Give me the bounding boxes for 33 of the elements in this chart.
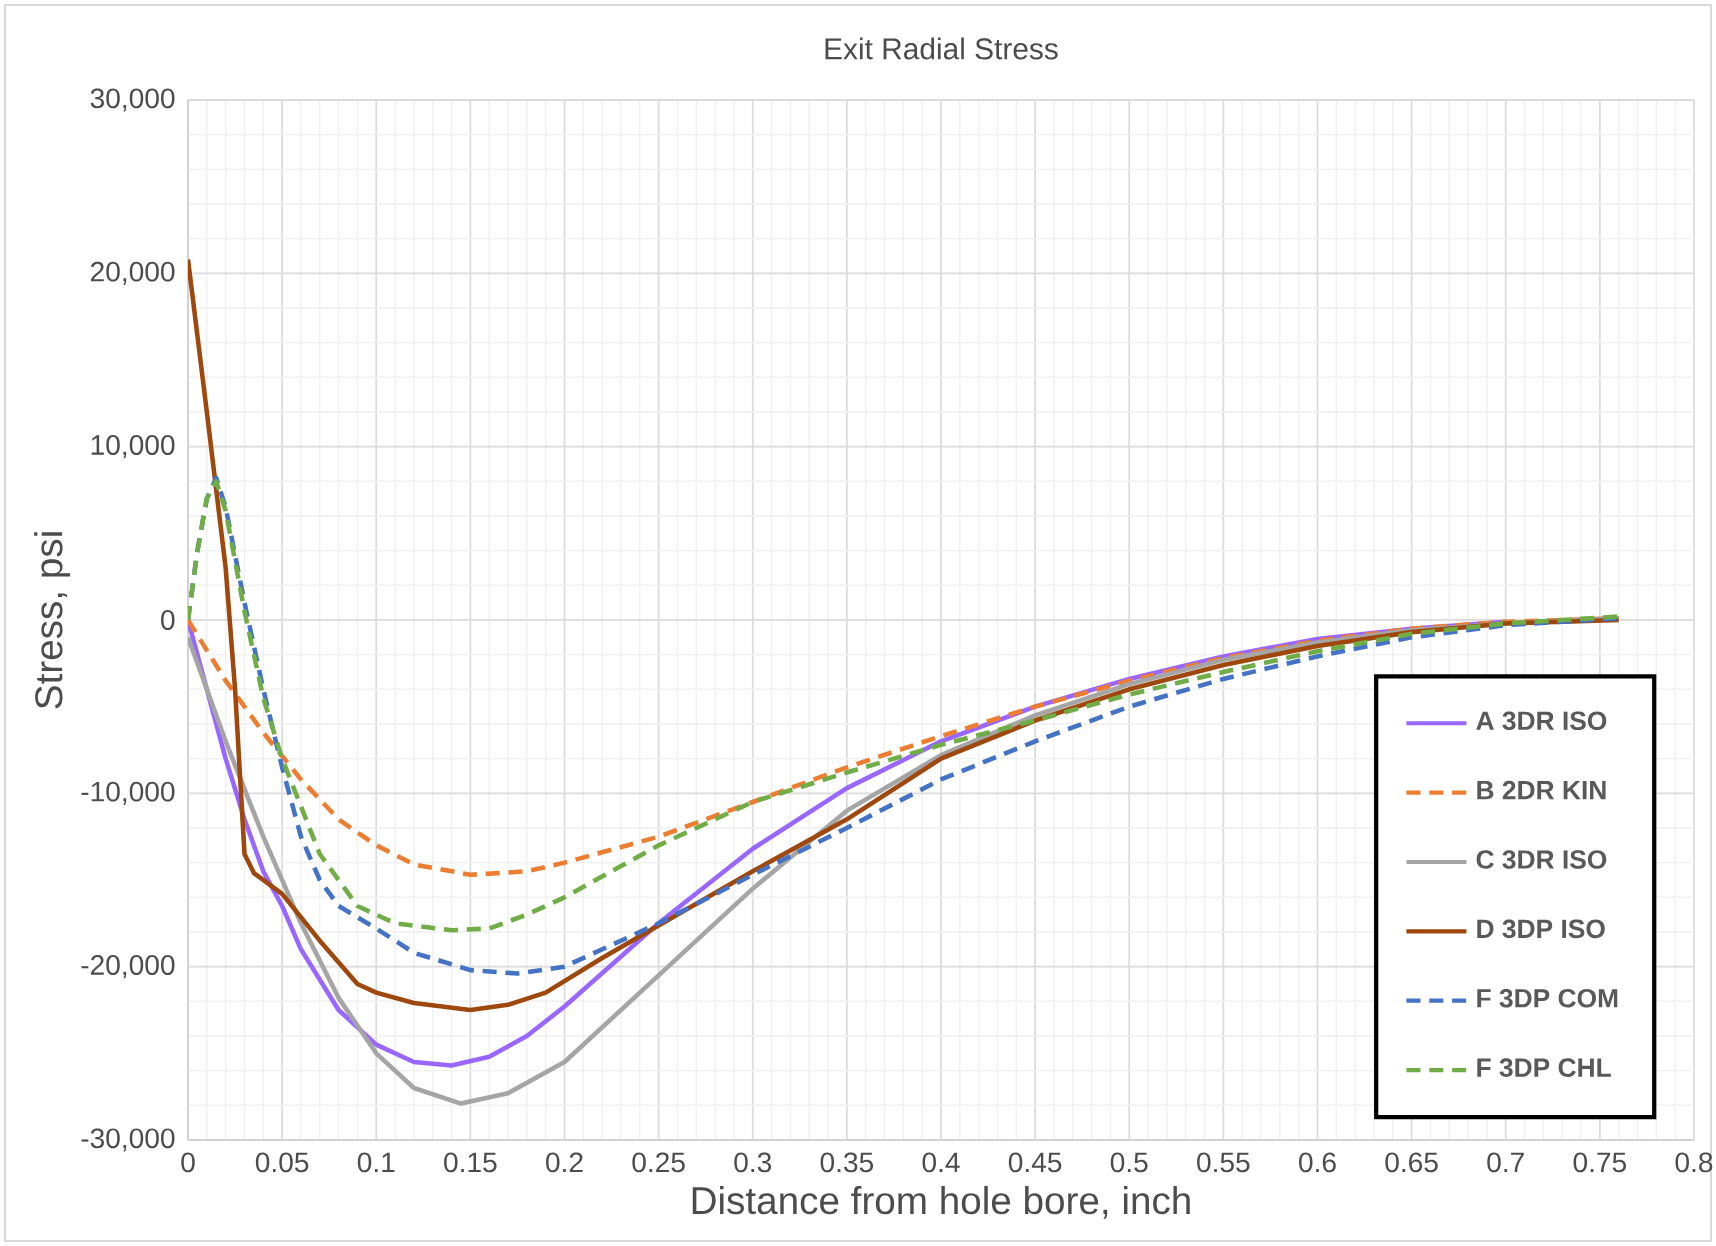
- legend-label: F 3DP CHL: [1477, 1058, 1611, 1077]
- x-tick-label: 0.3: [734, 1152, 772, 1173]
- x-tick-label: 0.75: [1573, 1152, 1627, 1173]
- chart-title: Exit Radial Stress: [825, 37, 1058, 60]
- x-tick-label: 0.6: [1299, 1152, 1336, 1173]
- legend-label: C 3DR ISO: [1476, 850, 1607, 869]
- x-tick-label: 0.35: [820, 1152, 874, 1173]
- x-tick-label: 0.15: [444, 1152, 497, 1173]
- legend-label: B 2DR KIN: [1477, 780, 1606, 800]
- y-axis-title: Stress, psi: [34, 532, 71, 709]
- y-tick-label: -10,000: [81, 781, 175, 805]
- x-tick-label: 0.05: [255, 1152, 309, 1173]
- legend-label: A 3DR ISO: [1476, 711, 1607, 731]
- x-tick-label: 0.2: [546, 1152, 583, 1173]
- x-tick-label: 0.8: [1675, 1152, 1713, 1173]
- x-tick-label: 0.65: [1385, 1152, 1438, 1173]
- legend-label: D 3DP ISO: [1477, 919, 1605, 939]
- x-tick-label: 0: [181, 1152, 195, 1173]
- y-tick-label: 20,000: [91, 261, 175, 285]
- x-tick-label: 0.45: [1008, 1152, 1062, 1173]
- x-tick-label: 0.1: [357, 1152, 395, 1173]
- x-tick-label: 0.5: [1110, 1152, 1148, 1173]
- x-tick-label: 0.7: [1487, 1152, 1524, 1173]
- x-axis-title: Distance from hole bore, inch: [692, 1185, 1190, 1219]
- y-tick-label: 0: [161, 610, 175, 630]
- y-tick-label: -20,000: [81, 955, 175, 979]
- x-tick-label: 0.4: [922, 1152, 960, 1173]
- y-tick-label: 30,000: [90, 88, 175, 112]
- legend-label: F 3DP COM: [1477, 988, 1618, 1008]
- y-tick-label: 10,000: [91, 435, 175, 459]
- y-tick-label: -30,000: [81, 1128, 175, 1152]
- x-tick-label: 0.25: [632, 1152, 685, 1173]
- x-tick-label: 0.55: [1197, 1152, 1250, 1173]
